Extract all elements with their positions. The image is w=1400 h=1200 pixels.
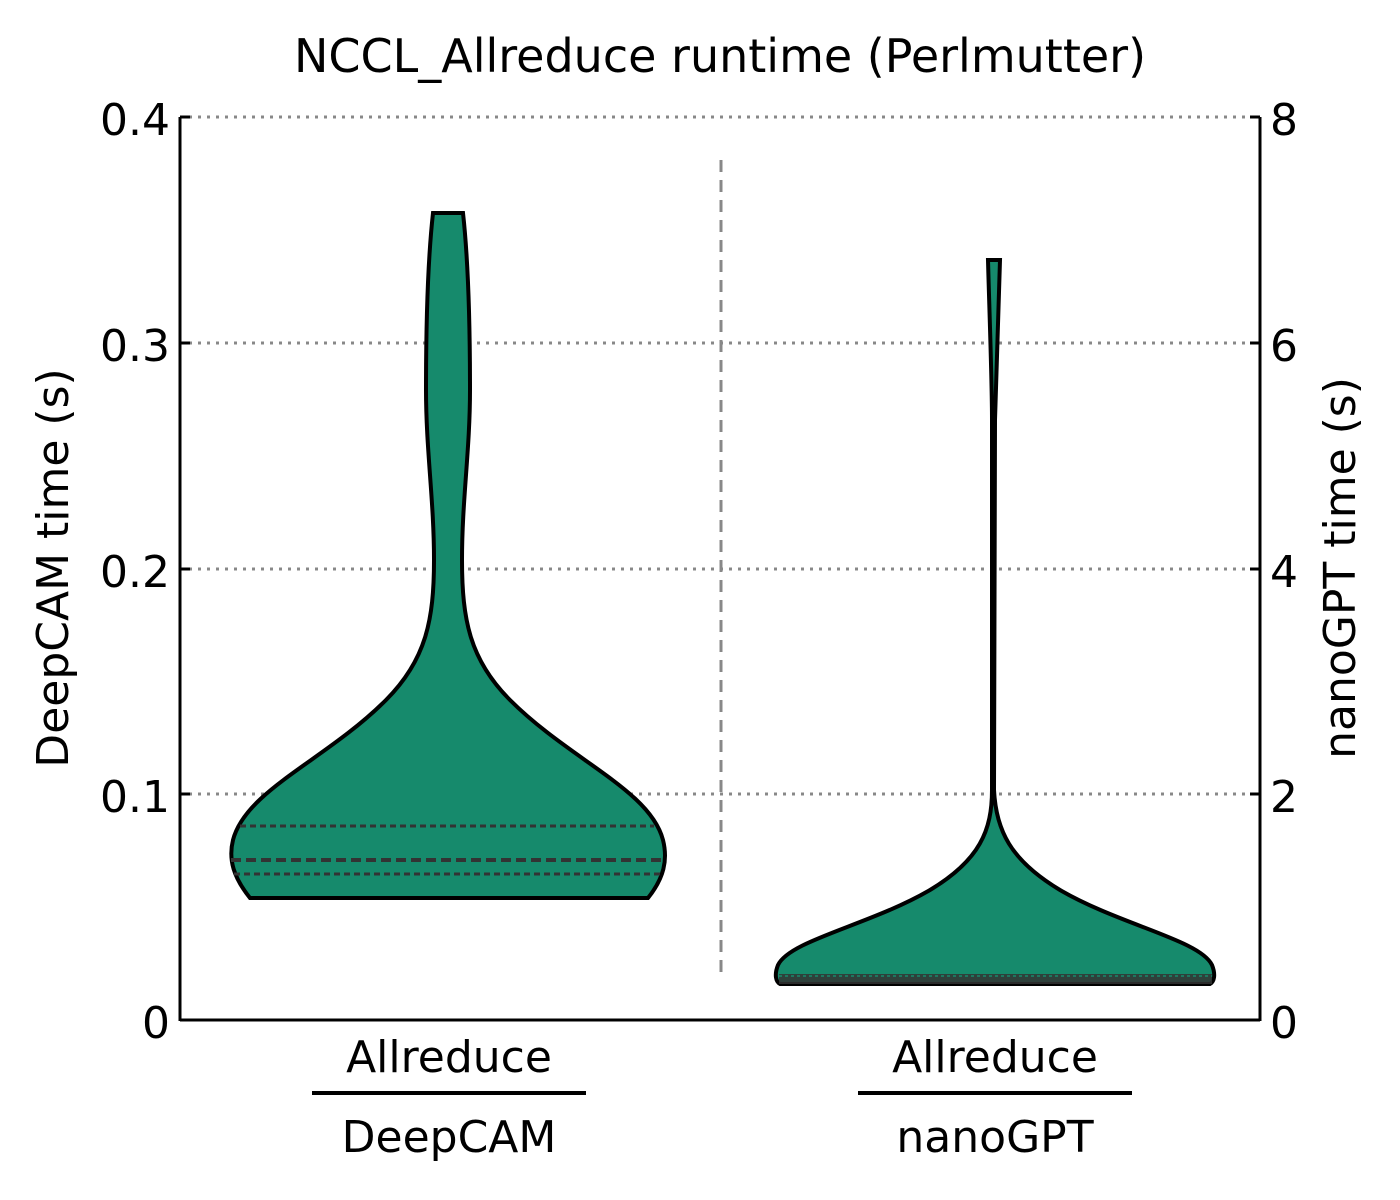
left-y-tick-labels: 0 0.1 0.2 0.3 0.4 xyxy=(100,95,170,1049)
svg-text:8: 8 xyxy=(1270,95,1298,146)
svg-text:Allreduce: Allreduce xyxy=(346,1032,552,1083)
quartile-band xyxy=(779,974,1212,984)
x-category-nanogpt: Allreduce nanoGPT xyxy=(858,1032,1132,1163)
right-y-tick-labels: 0 2 4 6 8 xyxy=(1270,95,1298,1049)
chart-title: NCCL_Allreduce runtime (Perlmutter) xyxy=(294,29,1146,83)
svg-text:0: 0 xyxy=(1270,998,1298,1049)
axes-spines xyxy=(178,115,1262,1022)
svg-text:0.3: 0.3 xyxy=(100,321,170,372)
svg-text:0.4: 0.4 xyxy=(100,95,170,146)
x-category-deepcam: Allreduce DeepCAM xyxy=(312,1032,586,1163)
violin-nanogpt xyxy=(773,258,1217,986)
svg-text:0: 0 xyxy=(142,998,170,1049)
svg-text:0.2: 0.2 xyxy=(100,547,170,598)
svg-text:4: 4 xyxy=(1270,547,1298,598)
svg-text:DeepCAM: DeepCAM xyxy=(342,1112,557,1163)
svg-text:Allreduce: Allreduce xyxy=(892,1032,1098,1083)
svg-text:6: 6 xyxy=(1270,321,1298,372)
right-y-axis-label: nanoGPT time (s) xyxy=(1315,377,1366,759)
svg-text:0.1: 0.1 xyxy=(100,772,170,823)
violin-deepcam xyxy=(229,211,667,900)
svg-text:nanoGPT: nanoGPT xyxy=(896,1112,1093,1163)
svg-text:2: 2 xyxy=(1270,772,1298,823)
left-y-axis-label: DeepCAM time (s) xyxy=(28,368,79,767)
